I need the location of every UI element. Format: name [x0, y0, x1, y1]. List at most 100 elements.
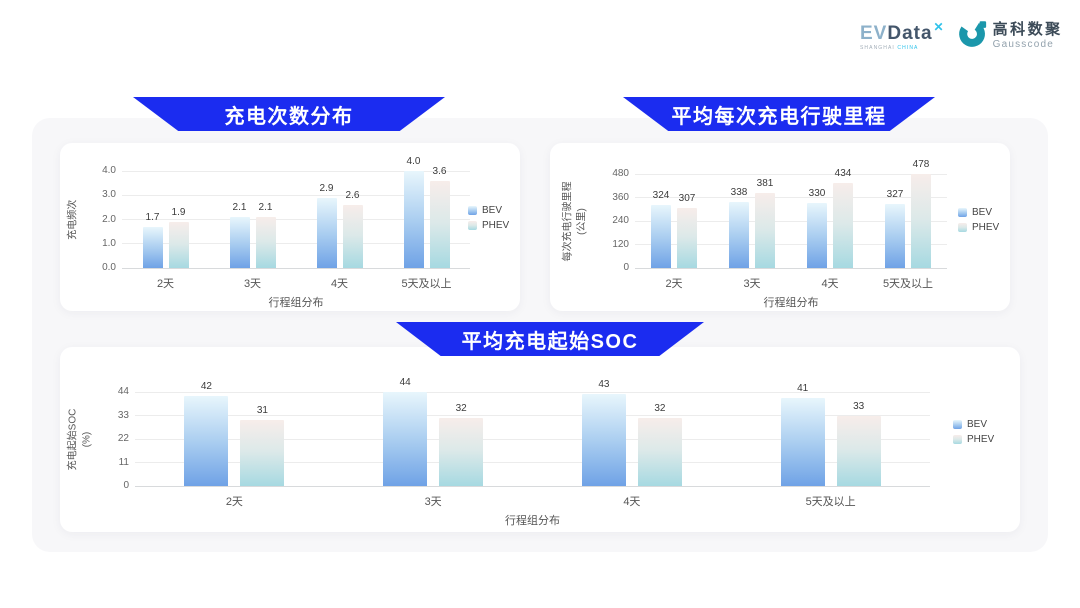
- evdata-ev-text: EV: [860, 23, 888, 44]
- bar-bev: [229, 217, 250, 268]
- x-tick-label: 4天: [623, 496, 641, 508]
- gridline: [135, 391, 930, 393]
- bar-phev: [637, 417, 682, 486]
- legend-item-bev[interactable]: BEV: [953, 419, 994, 430]
- legend-item-phev[interactable]: PHEV: [468, 220, 509, 231]
- gridline: [135, 415, 930, 416]
- bar-bev: [184, 396, 229, 486]
- gausscode-text: 高科数聚 Gausscode: [993, 21, 1063, 49]
- bar-value-label: 338: [730, 186, 748, 198]
- bar-value-label: 324: [652, 189, 670, 201]
- legend-swatch-icon: [953, 420, 962, 429]
- bar-phev: [168, 221, 189, 268]
- x-tick-label: 3天: [743, 278, 761, 290]
- legend-swatch-icon: [958, 223, 967, 232]
- legend-item-bev[interactable]: BEV: [468, 205, 509, 216]
- bar-phev: [911, 174, 931, 268]
- bar-value-label: 307: [678, 192, 696, 204]
- legend-item-phev[interactable]: PHEV: [953, 434, 994, 445]
- y-tick-label: 44: [117, 386, 129, 397]
- gridline: [135, 485, 930, 487]
- legend-swatch-icon: [958, 208, 967, 217]
- legend-label: PHEV: [482, 220, 510, 231]
- bar-value-label: 33: [853, 400, 865, 412]
- evdata-x-icon: ✕: [933, 20, 945, 34]
- gridline: [122, 219, 470, 220]
- legend: BEV PHEV: [468, 205, 509, 235]
- x-tick-label: 2天: [156, 278, 175, 290]
- gausscode-en-name: Gausscode: [992, 38, 1054, 50]
- bar-value-label: 41: [797, 383, 809, 395]
- bar-phev: [439, 417, 484, 486]
- bar-phev: [836, 415, 881, 486]
- y-tick-label: 360: [612, 191, 629, 203]
- gridline: [122, 194, 470, 196]
- gridline: [135, 438, 930, 440]
- chart-card-avg-mileage: 每次充电行驶里程 (公里) 0 120 240 360 480 2天 324 307 3天 338 38…: [550, 143, 1010, 311]
- gridline: [135, 462, 930, 463]
- y-tick-label: 2.0: [102, 213, 116, 225]
- legend: BEV PHEV: [958, 207, 999, 237]
- x-tick-label: 5天及以上: [882, 278, 934, 290]
- bar-bev: [729, 201, 749, 268]
- x-tick-label: 5天及以上: [401, 278, 452, 290]
- x-axis-title: 行程组分布: [763, 297, 819, 309]
- y-tick-label: 240: [612, 215, 629, 226]
- bar-value-label: 31: [256, 404, 268, 416]
- x-axis-title: 行程组分布: [505, 515, 560, 527]
- banner-avg-mileage-title: 平均每次充电行驶里程: [671, 105, 887, 128]
- chart-card-start-soc: 充电起始SOC (%) 0 11 22 33 44 2天 42 31 3天 44 32 4天 43 32 5天及…: [60, 347, 1020, 532]
- evdata-wordmark: EVData✕: [860, 21, 944, 44]
- bar-phev: [240, 419, 285, 486]
- legend: BEV PHEV: [953, 419, 994, 449]
- x-tick-label: 3天: [424, 496, 442, 508]
- legend-swatch-icon: [468, 221, 477, 230]
- bar-phev: [255, 217, 276, 268]
- y-axis-label-text: 每次充电行驶里程 (公里): [562, 181, 587, 261]
- legend-label: BEV: [967, 419, 988, 430]
- banner-charge-count-title: 充电次数分布: [224, 105, 354, 128]
- bar-value-label: 2.1: [232, 202, 247, 214]
- y-tick-label: 3.0: [102, 189, 116, 201]
- bar-bev: [316, 197, 337, 268]
- x-tick-label: 2天: [665, 278, 683, 290]
- bar-value-label: 2.6: [345, 189, 360, 201]
- bar-bev: [403, 171, 424, 268]
- legend-label: PHEV: [967, 434, 995, 445]
- bar-value-label: 330: [808, 188, 826, 200]
- bar-bev: [807, 203, 827, 268]
- bar-value-label: 32: [455, 402, 467, 414]
- bar-bev: [581, 394, 626, 486]
- gridline: [122, 267, 470, 269]
- y-tick-label: 480: [612, 168, 629, 179]
- bar-phev: [677, 207, 697, 268]
- bar-value-label: 2.1: [258, 202, 273, 214]
- x-tick-label: 4天: [330, 278, 349, 290]
- y-tick-label: 0: [123, 480, 129, 491]
- bar-phev: [342, 204, 363, 268]
- bar-value-label: 327: [886, 188, 904, 200]
- bar-value-label: 434: [834, 168, 852, 179]
- y-axis-label-text: 充电起始SOC (%): [67, 408, 92, 470]
- bar-value-label: 44: [399, 377, 411, 388]
- legend-item-bev[interactable]: BEV: [958, 207, 999, 218]
- gausscode-g-icon: [958, 18, 988, 53]
- bar-bev: [885, 203, 905, 268]
- legend-item-phev[interactable]: PHEV: [958, 222, 999, 233]
- banner-start-soc-title: 平均充电起始SOC: [461, 330, 639, 353]
- legend-label: BEV: [972, 207, 993, 218]
- legend-swatch-icon: [953, 435, 962, 444]
- gausscode-cn-name: 高科数聚: [992, 21, 1063, 39]
- x-axis-title: 行程组分布: [268, 297, 324, 309]
- y-tick-label: 0: [623, 262, 629, 273]
- y-tick-label: 120: [612, 238, 629, 250]
- bar-phev: [429, 180, 450, 268]
- evdata-subtitle: SHANGHAI CHINA: [860, 45, 944, 51]
- x-tick-label: 3天: [243, 278, 262, 290]
- x-tick-label: 2天: [225, 496, 243, 508]
- gridline: [635, 220, 947, 222]
- evdata-subtitle-right: CHINA: [897, 45, 919, 51]
- y-tick-label: 4.0: [102, 165, 116, 176]
- evdata-data-text: Data: [887, 23, 933, 44]
